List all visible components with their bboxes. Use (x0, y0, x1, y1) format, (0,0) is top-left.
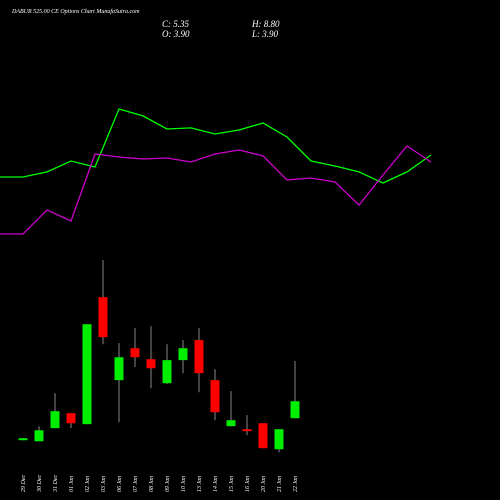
candle-body (258, 423, 268, 449)
candle-body (18, 438, 28, 441)
open-label: O: 3.90 (162, 29, 190, 39)
candle-body (50, 411, 60, 429)
candle-body (178, 348, 188, 361)
candle-body (146, 359, 156, 369)
candle-body (66, 413, 76, 424)
candle-body (242, 429, 252, 432)
x-tick-label: 06 Jan (117, 476, 123, 492)
indicator-line (0, 145, 432, 235)
high-label: H: 8.80 (251, 19, 280, 29)
candle-body (98, 297, 108, 338)
x-tick-label: 30 Dec (37, 475, 43, 493)
candle-body (290, 401, 300, 419)
candle-body (226, 420, 236, 427)
close-label: C: 5.35 (162, 19, 190, 29)
x-tick-label: 07 Jan (133, 476, 139, 492)
x-tick-label: 15 Jan (229, 476, 235, 492)
candle-body (130, 348, 140, 358)
x-tick-label: 16 Jan (245, 476, 251, 492)
x-tick-label: 02 Jan (85, 476, 91, 492)
x-tick-label: 08 Jan (149, 476, 155, 492)
candle-body (210, 380, 220, 413)
candle-body (114, 357, 124, 381)
chart-title: DABUR 525.00 CE Options Chart MunafaSutr… (11, 8, 140, 15)
candle-body (274, 429, 284, 450)
x-tick-label: 20 Jan (261, 476, 267, 492)
candle-body (162, 360, 172, 384)
x-tick-label: 21 Jan (277, 476, 283, 492)
low-label: L: 3.90 (251, 29, 279, 39)
x-tick-label: 31 Dec (53, 475, 59, 493)
candle-body (82, 324, 92, 425)
indicator-line (0, 108, 432, 184)
x-tick-label: 29 Dec (21, 475, 27, 492)
x-tick-label: 22 Jan (293, 476, 299, 492)
x-tick-label: 10 Jan (181, 476, 187, 492)
x-tick-label: 09 Jan (165, 476, 171, 492)
candle-body (34, 430, 44, 442)
x-tick-label: 01 Jan (69, 476, 75, 492)
x-tick-label: 14 Jan (212, 476, 219, 492)
x-tick-label: 03 Jan (101, 476, 107, 492)
x-tick-label: 13 Jan (197, 476, 203, 492)
candle-body (194, 340, 204, 374)
